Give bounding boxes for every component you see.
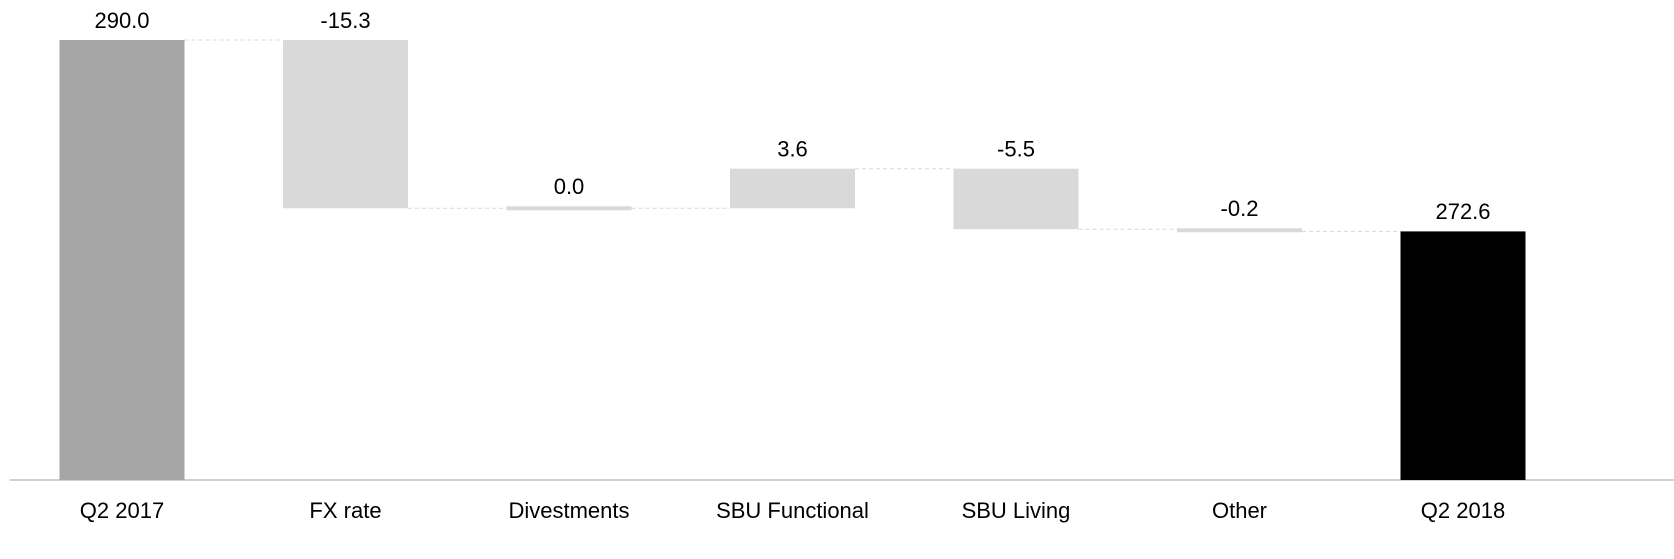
value-label: -5.5 <box>997 137 1035 162</box>
bar <box>59 40 185 480</box>
bar <box>1177 228 1302 233</box>
bar <box>1400 231 1526 480</box>
bar <box>283 40 408 209</box>
value-label: -0.2 <box>1221 196 1259 221</box>
value-label: -15.3 <box>320 8 370 33</box>
x-tick-label: Q2 2017 <box>80 498 164 523</box>
x-tick-label: Q2 2018 <box>1421 498 1505 523</box>
x-tick-label: Divestments <box>508 498 629 523</box>
x-tick-label: SBU Living <box>962 498 1071 523</box>
value-label: 3.6 <box>777 137 808 162</box>
value-label: 0.0 <box>554 174 585 199</box>
bar <box>730 168 855 209</box>
x-tick-label: FX rate <box>309 498 381 523</box>
value-label: 272.6 <box>1435 199 1490 224</box>
bar <box>953 168 1079 230</box>
value-label: 290.0 <box>94 8 149 33</box>
x-tick-label: Other <box>1212 498 1267 523</box>
bar <box>506 206 632 211</box>
x-tick-label: SBU Functional <box>716 498 869 523</box>
